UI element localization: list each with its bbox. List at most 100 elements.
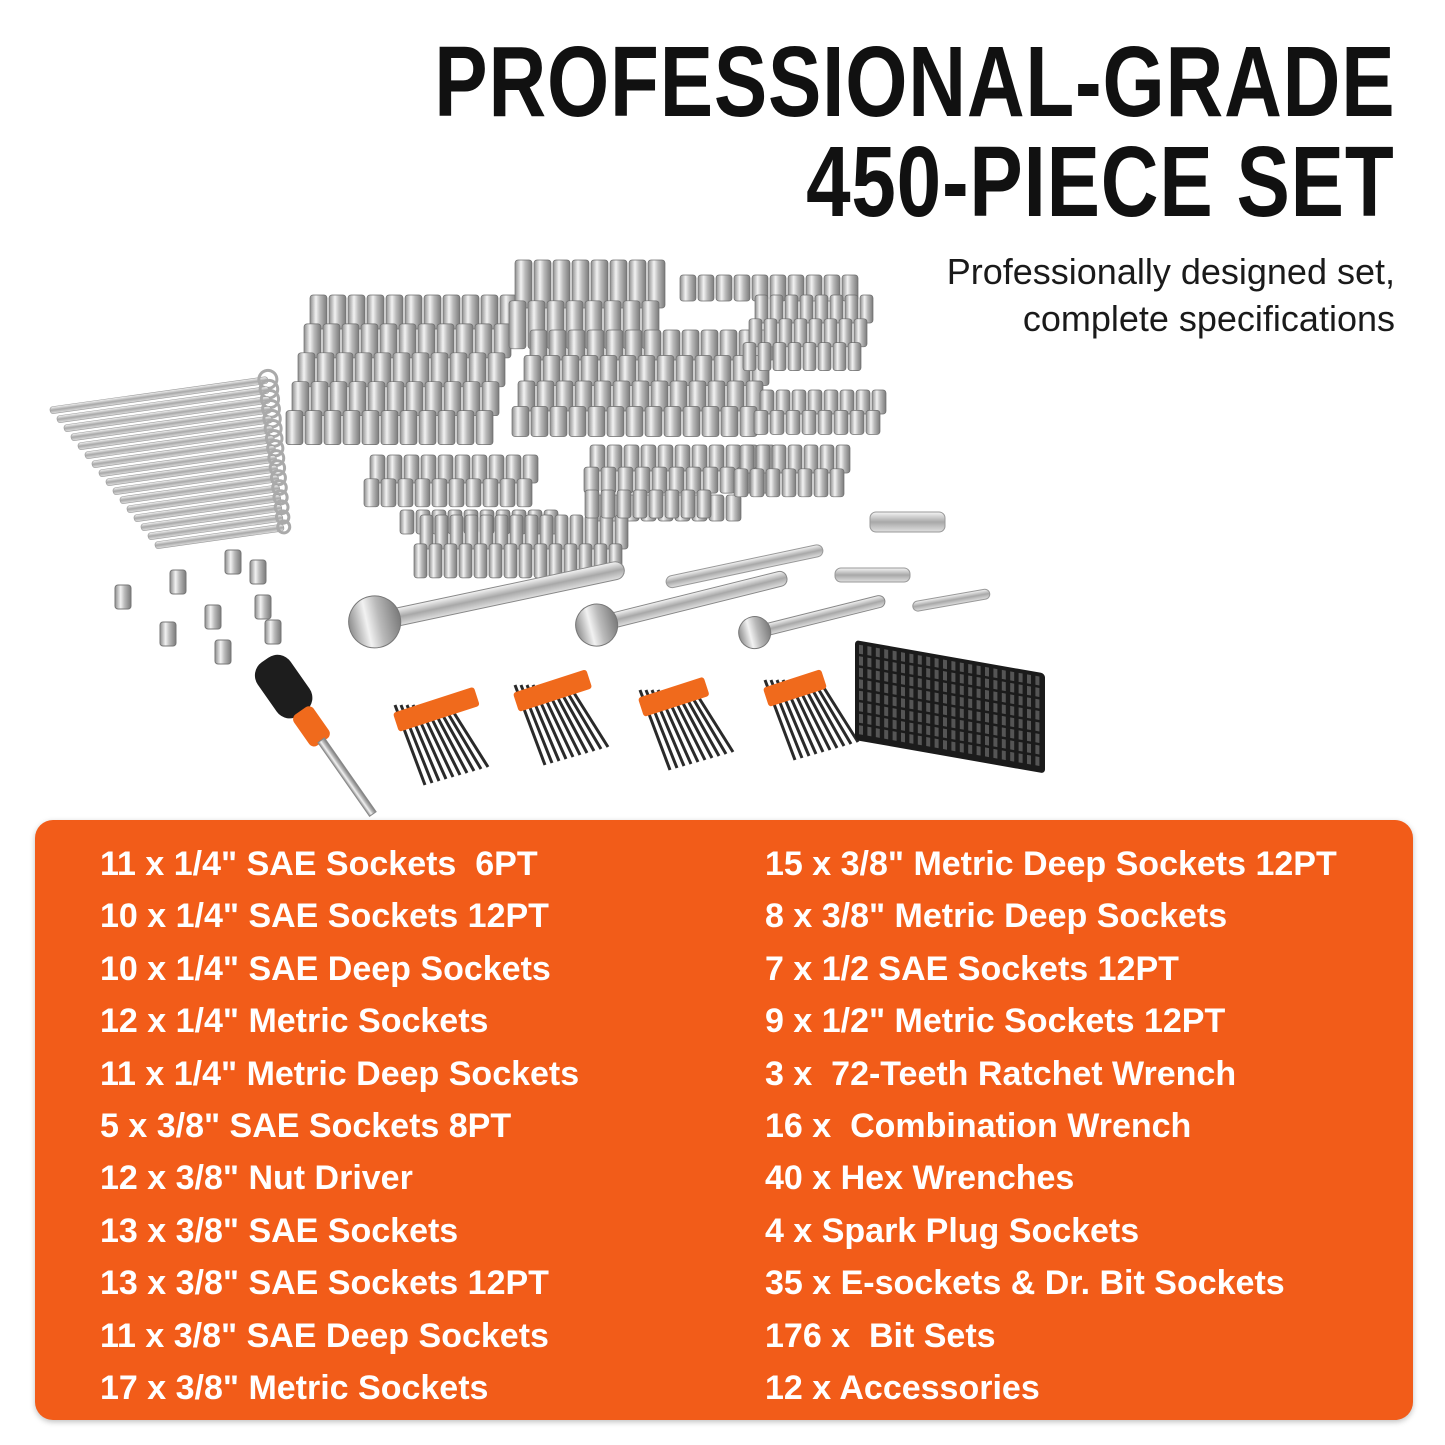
list-item: 35 x E-sockets & Dr. Bit Sockets xyxy=(765,1264,1285,1303)
socket-icon xyxy=(702,466,719,494)
socket-icon xyxy=(549,406,568,437)
socket-icon xyxy=(499,478,516,508)
list-item: 9 x 1/2" Metric Sockets 12PT xyxy=(765,1002,1226,1041)
socket-icon xyxy=(719,466,736,494)
socket-icon xyxy=(802,342,817,371)
socket-icon xyxy=(663,406,682,437)
bit-tray-icon xyxy=(855,640,1045,773)
ratchets-icon xyxy=(348,511,991,650)
socket-icon xyxy=(679,274,697,302)
wrench-icon xyxy=(91,429,284,468)
socket-icon xyxy=(456,410,475,445)
socket-icon xyxy=(725,494,742,522)
socket-icon xyxy=(753,410,769,435)
wrench-icon xyxy=(119,469,287,504)
socket-icon xyxy=(801,410,817,435)
socket-icon xyxy=(813,468,829,498)
socket-icon xyxy=(668,466,685,494)
socket-icon xyxy=(720,406,739,437)
socket-icon xyxy=(616,489,632,519)
socket-icon xyxy=(644,406,663,437)
list-item: 3 x 72-Teeth Ratchet Wrench xyxy=(765,1054,1237,1093)
wrench-icon xyxy=(154,519,292,549)
socket-icon xyxy=(769,410,785,435)
wrench-icon xyxy=(133,489,289,522)
socket-icon xyxy=(696,489,712,519)
socket-icon xyxy=(431,478,448,508)
socket-icon xyxy=(399,410,418,445)
list-item: 12 x Accessories xyxy=(765,1369,1040,1408)
socket-adapters-icon xyxy=(114,549,282,665)
socket-icon xyxy=(428,543,443,579)
socket-icon xyxy=(380,478,397,508)
socket-icon xyxy=(625,406,644,437)
socket-icon xyxy=(361,410,380,445)
socket-icon xyxy=(772,342,787,371)
list-item: 13 x 3/8" SAE Sockets xyxy=(100,1211,459,1250)
socket-icon xyxy=(833,410,849,435)
socket-icon xyxy=(847,342,862,371)
socket-icon xyxy=(397,478,414,508)
socket-icon xyxy=(787,342,802,371)
list-item: 10 x 1/4" SAE Sockets 12PT xyxy=(100,897,549,936)
socket-icon xyxy=(414,478,431,508)
hex-key-set-icon xyxy=(763,669,860,761)
socket-icon xyxy=(733,274,751,302)
socket-icon xyxy=(680,489,696,519)
socket-icon xyxy=(363,478,380,508)
list-item: 16 x Combination Wrench xyxy=(765,1107,1192,1146)
socket-icon xyxy=(651,466,668,494)
socket-icon xyxy=(648,489,664,519)
socket-icon xyxy=(733,468,749,498)
socket-icon xyxy=(685,466,702,494)
socket-icon xyxy=(664,489,680,519)
list-item: 10 x 1/4" SAE Deep Sockets xyxy=(100,949,551,988)
wrench-icon xyxy=(112,459,287,495)
list-item: 176 x Bit Sets xyxy=(765,1316,996,1355)
subtitle-line-2: complete specifications xyxy=(1022,298,1395,339)
wrench-icon xyxy=(98,439,285,477)
socket-icon xyxy=(742,342,757,371)
tool-set-product-image xyxy=(49,259,1045,817)
socket-icon xyxy=(516,478,533,508)
wrench-icon xyxy=(84,419,283,459)
socket-icon xyxy=(765,468,781,498)
socket-icon xyxy=(817,342,832,371)
socket-icon xyxy=(304,410,323,445)
socket-icon xyxy=(632,489,648,519)
socket-icon xyxy=(749,468,765,498)
socket-icon xyxy=(583,466,600,494)
socket-icon xyxy=(865,410,881,435)
hex-key-sets-icon xyxy=(393,669,860,786)
list-item: 8 x 3/8" Metric Deep Sockets xyxy=(765,897,1228,936)
list-item: 15 x 3/8" Metric Deep Sockets 12PT xyxy=(765,845,1337,883)
socket-icon xyxy=(600,466,617,494)
socket-icon xyxy=(785,410,801,435)
headline-line-1: PROFESSIONAL-GRADE xyxy=(433,26,1395,138)
socket-icon xyxy=(805,274,823,302)
wrench-icon xyxy=(105,449,286,486)
hex-key-set-icon xyxy=(638,677,735,771)
list-item: 11 x 1/4" SAE Sockets 6PT xyxy=(100,845,538,883)
socket-icon xyxy=(465,478,482,508)
socket-icon xyxy=(533,543,548,579)
list-item: 11 x 1/4" Metric Deep Sockets xyxy=(100,1054,580,1093)
socket-icon xyxy=(437,410,456,445)
socket-icon xyxy=(285,410,304,445)
socket-icon xyxy=(587,406,606,437)
socket-icon xyxy=(600,489,616,519)
contents-list-left: 11 x 1/4" SAE Sockets 6PT 10 x 1/4" SAE … xyxy=(100,838,579,1414)
socket-icon xyxy=(413,543,428,579)
contents-panel: 11 x 1/4" SAE Sockets 6PT 10 x 1/4" SAE … xyxy=(35,820,1413,1420)
socket-icon xyxy=(568,406,587,437)
wrench-icon xyxy=(126,479,288,513)
socket-icon xyxy=(418,410,437,445)
socket-icon xyxy=(617,466,634,494)
socket-icon xyxy=(697,274,715,302)
socket-icon xyxy=(518,543,533,579)
socket-icon xyxy=(380,410,399,445)
contents-list-right: 15 x 3/8" Metric Deep Sockets 12PT 8 x 3… xyxy=(765,838,1337,1414)
socket-icon xyxy=(511,406,530,437)
socket-icon xyxy=(530,406,549,437)
socket-grid-icon xyxy=(285,259,887,579)
